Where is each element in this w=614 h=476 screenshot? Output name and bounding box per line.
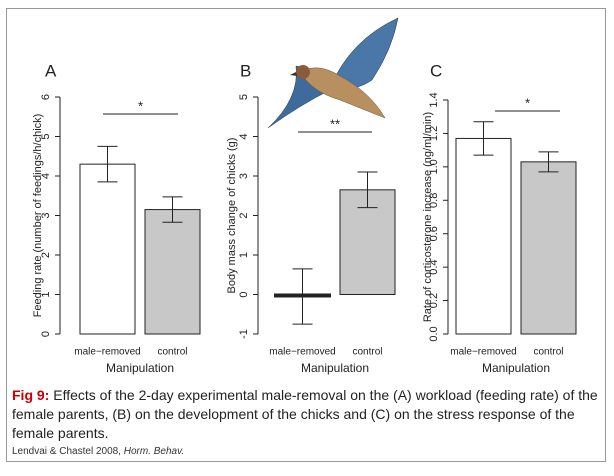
x-tick-label: male−removed [450,347,516,358]
panel-label: C [430,61,442,80]
error-bar [162,196,183,223]
y-tick-label: -1 [238,329,250,339]
x-axis-label: Manipulation [106,361,174,375]
bar [520,161,577,335]
charts: A Feeding rate (number of feedings/h/chic… [32,17,577,375]
significance-label: ** [330,116,340,131]
caption-text: Effects of the 2-day experimental male-r… [12,387,598,441]
x-tick-label: male−removed [269,347,335,358]
caption: Fig 9: Effects of the 2-day experimental… [12,386,606,443]
y-tick-label: 4 [40,173,52,179]
y-tick-label: 4 [238,133,250,139]
y-axis-label: Feeding rate (number of feedings/h/chick… [32,114,44,318]
x-tick-label: male−removed [74,347,140,358]
y-tick-label: 0.4 [428,259,440,274]
y-tick-label: 1.0 [428,159,440,174]
y-tick-label: 1 [238,252,250,258]
error-bar [97,145,118,183]
citation-authors: Lendvai & Chastel 2008, [12,446,121,457]
y-tick-label: 1 [40,291,52,297]
y-tick-label: 3 [238,173,250,179]
x-axis-label: Manipulation [482,361,550,375]
y-tick-label: 5 [238,94,250,100]
bird-illustration [267,17,399,129]
caption-label: Fig 9: [12,387,50,403]
y-axis-label: Rate of corticosterone increase (ng/ml/m… [422,112,434,322]
y-tick-label: 0.0 [428,326,440,341]
y-tick-label: 0.6 [428,226,440,241]
y-tick-label: 0 [40,331,52,337]
y-tick-label: 2 [40,252,52,258]
y-tick-label: 1.2 [428,126,440,141]
x-tick-label: control [352,347,382,358]
bar [79,163,136,335]
x-tick-label: control [157,347,187,358]
bird-beak [290,72,297,76]
error-bar [292,268,313,325]
y-tick-label: 0.2 [428,293,440,308]
x-tick-label: control [533,347,563,358]
panel-label: B [240,61,251,80]
y-tick-label: 2 [238,212,250,218]
y-tick-label: 3 [40,212,52,218]
error-bar [473,121,494,156]
error-bar [538,151,559,173]
figure-frame [6,8,606,462]
y-tick-label: 1.4 [428,92,440,107]
error-bar [357,171,378,209]
bird-head [296,65,310,79]
y-tick-label: 5 [40,133,52,139]
x-axis-label: Manipulation [301,361,369,375]
bar [455,137,512,335]
y-axis-label: Body mass change of chicks (g) [226,138,238,294]
significance-label: * [138,98,143,113]
bird-body [299,67,386,119]
y-tick-label: 6 [40,94,52,100]
citation: Lendvai & Chastel 2008, Horm. Behav. [12,446,184,457]
citation-journal: Horm. Behav. [123,446,185,457]
y-tick-label: 0.8 [428,193,440,208]
bar [144,209,201,335]
panel-label: A [45,61,57,80]
y-tick-label: 0 [238,291,250,297]
significance-label: * [525,95,530,110]
